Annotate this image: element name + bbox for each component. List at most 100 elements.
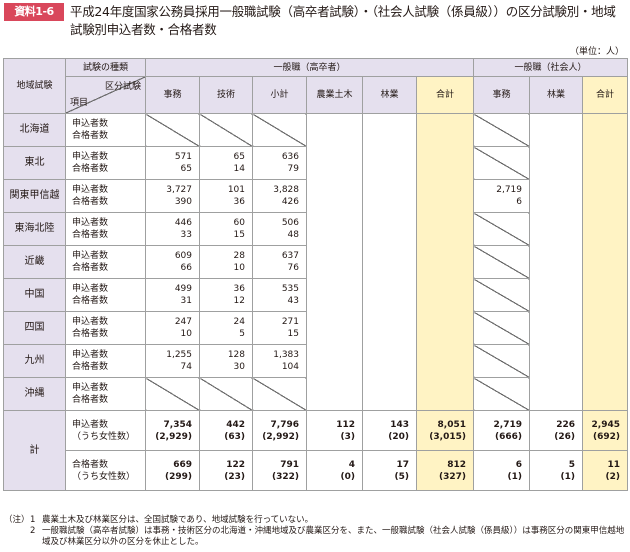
column-header: 事務 — [473, 76, 530, 114]
item-labels: 申込者数 合格者数 — [65, 212, 146, 246]
value-cell: 24 5 — [199, 311, 253, 345]
figure-badge: 資料1-6 — [4, 3, 64, 21]
item-labels: 申込者数 合格者数 — [65, 179, 146, 213]
corner-type-header: 試験の種類 — [65, 58, 146, 77]
value-cell — [473, 245, 530, 279]
value-cell: 247 10 — [145, 311, 200, 345]
value-cell: 128 30 — [199, 344, 253, 378]
value-cell: 571 65 — [145, 146, 200, 180]
value-cell — [252, 113, 307, 147]
region-label: 関東甲信越 — [3, 179, 66, 213]
table-row: 北海道 申込者数 合格者数 — [3, 113, 628, 411]
column-header: 合計 — [416, 76, 474, 114]
total-row: 計申込者数 （うち女性数） 7,354 (2,929) 442 (63) 7,796 … — [3, 410, 628, 491]
value-cell — [473, 278, 530, 312]
value-cell: 2,719 6 — [473, 179, 530, 213]
value-cell: 609 66 — [145, 245, 200, 279]
empty-span-cell — [362, 113, 417, 411]
value-cell: 636 79 — [252, 146, 307, 180]
region-label: 沖縄 — [3, 377, 66, 411]
footnotes: （注） 1 農業土木及び林業区分は、全国試験であり、地域試験を行っていない。 2… — [4, 515, 626, 548]
value-cell — [145, 113, 200, 147]
value-cell: 65 14 — [199, 146, 253, 180]
total-value-cell: 17 (5) — [362, 450, 417, 491]
document-header: 資料1-6 平成24年度国家公務員採用一般職試験（高卒者試験）・（社会人試験（係… — [4, 3, 626, 39]
footnote-number: 1 — [30, 515, 36, 525]
total-value-cell: 8,051 (3,015) — [416, 410, 474, 451]
item-labels: 申込者数 合格者数 — [65, 344, 146, 378]
empty-span-cell — [529, 113, 583, 411]
corner-split-cell: 区分試験 項目 — [65, 76, 146, 114]
corner-diagonal-line — [66, 77, 145, 113]
total-value-cell: 812 (327) — [416, 450, 474, 491]
table-row: 沖縄 申込者数 合格者数 — [3, 377, 628, 411]
total-value-cell: 11 (2) — [582, 450, 628, 491]
value-cell — [199, 113, 253, 147]
item-labels: 申込者数 合格者数 — [65, 146, 146, 180]
total-value-cell: 112 (3) — [306, 410, 363, 451]
corner-region-header: 地域試験 — [3, 58, 66, 114]
value-cell: 1,383 104 — [252, 344, 307, 378]
column-header: 林業 — [529, 76, 583, 114]
item-labels: 申込者数 合格者数 — [65, 311, 146, 345]
total-value-cell: 5 (1) — [529, 450, 583, 491]
region-label: 近畿 — [3, 245, 66, 279]
value-cell — [473, 146, 530, 180]
footnote-1: （注） 1 農業土木及び林業区分は、全国試験であり、地域試験を行っていない。 — [4, 515, 626, 526]
table-row: 中国 申込者数 合格者数 499 31 36 12 535 43 — [3, 278, 628, 312]
total-value-cell: 442 (63) — [199, 410, 253, 451]
table-row: 東北 申込者数 合格者数 571 65 65 14 636 79 — [3, 146, 628, 180]
footnote-text: 農業土木及び林業区分は、全国試験であり、地域試験を行っていない。 — [42, 515, 314, 525]
value-cell: 446 33 — [145, 212, 200, 246]
total-value-cell: 7,354 (2,929) — [145, 410, 200, 451]
value-cell: 271 15 — [252, 311, 307, 345]
total-item-label: 申込者数 （うち女性数） — [65, 410, 146, 451]
total-value-cell: 2,719 (666) — [473, 410, 530, 451]
value-cell — [473, 212, 530, 246]
total-value-cell: 6 (1) — [473, 450, 530, 491]
value-cell: 3,727 390 — [145, 179, 200, 213]
column-header: 合計 — [582, 76, 628, 114]
value-cell — [473, 344, 530, 378]
value-cell: 101 36 — [199, 179, 253, 213]
value-cell — [199, 377, 253, 411]
column-header: 林業 — [362, 76, 417, 114]
empty-span-cell — [306, 113, 363, 411]
item-labels: 申込者数 合格者数 — [65, 278, 146, 312]
item-labels: 申込者数 合格者数 — [65, 245, 146, 279]
item-labels: 申込者数 合格者数 — [65, 377, 146, 411]
value-cell: 3,828 426 — [252, 179, 307, 213]
value-cell — [145, 377, 200, 411]
footnote-lead: （注） — [4, 515, 30, 525]
region-label: 四国 — [3, 311, 66, 345]
region-label: 東海北陸 — [3, 212, 66, 246]
value-cell — [473, 311, 530, 345]
empty-total-cell — [582, 113, 628, 411]
value-cell: 1,255 74 — [145, 344, 200, 378]
value-cell: 60 15 — [199, 212, 253, 246]
total-value-cell: 122 (23) — [199, 450, 253, 491]
total-value-cell: 7,796 (2,992) — [252, 410, 307, 451]
value-cell: 28 10 — [199, 245, 253, 279]
total-value-cell: 669 (299) — [145, 450, 200, 491]
footnote-text: 一般職試験（高卒者試験）は事務・技術区分の北海道・沖縄地域及び農業区分を、また、… — [42, 526, 625, 547]
value-cell — [473, 113, 530, 147]
corner-split-bottom: 項目 — [70, 98, 89, 108]
total-item-label: 合格者数 （うち女性数） — [65, 450, 146, 491]
total-value-cell: 4 (0) — [306, 450, 363, 491]
value-cell: 36 12 — [199, 278, 253, 312]
value-cell — [252, 377, 307, 411]
empty-total-cell — [416, 113, 474, 411]
total-value-cell: 791 (322) — [252, 450, 307, 491]
value-cell — [473, 377, 530, 411]
applicants-table: 地域試験 試験の種類 一般職（高卒者） 一般職（社会人） 区分試験 項目 事務技… — [3, 58, 628, 491]
footnote-number: 2 — [30, 526, 36, 536]
total-value-cell: 2,945 (692) — [582, 410, 628, 451]
table-row: 四国 申込者数 合格者数 247 10 24 5 271 15 — [3, 311, 628, 345]
group-header-kousotsu: 一般職（高卒者） — [145, 58, 474, 77]
column-header: 技術 — [199, 76, 253, 114]
unit-label: （単位：人） — [569, 47, 624, 57]
total-row: 合格者数 （うち女性数） 669 (299) 122 (23) 791 (322) 4 … — [4, 450, 628, 491]
total-label: 計 — [3, 410, 66, 491]
table-row: 九州 申込者数 合格者数 1,255 74 128 30 1,383 104 — [3, 344, 628, 378]
